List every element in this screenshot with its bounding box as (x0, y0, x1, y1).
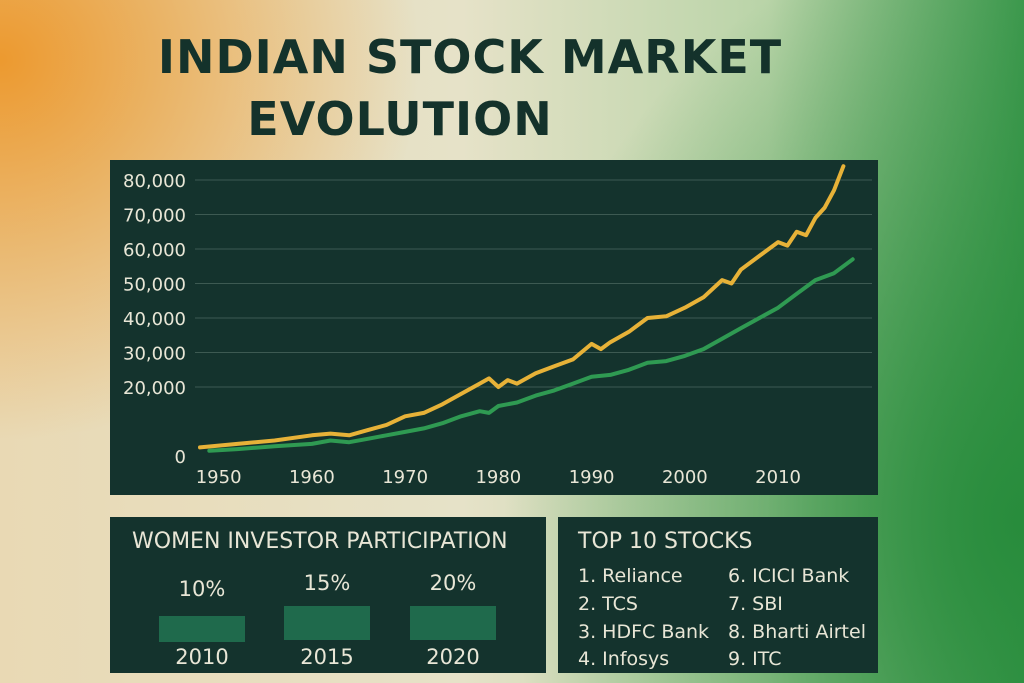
y-tick-label: 40,000 (123, 309, 186, 330)
stock-item: 3. HDFC Bank (578, 621, 710, 643)
y-tick-label: 50,000 (123, 275, 186, 296)
women-participation-heading: WOMEN INVESTOR PARTICIPATION (132, 529, 508, 554)
participation-bar-group: 10% (159, 577, 245, 601)
y-tick-label: 60,000 (123, 240, 186, 261)
series-line-lower (207, 257, 855, 453)
participation-bar (410, 606, 496, 640)
participation-bar-group: 15% (284, 571, 370, 595)
title-line-2: EVOLUTION (247, 92, 553, 146)
y-tick-label: 80,000 (123, 171, 186, 192)
series-line-upper (198, 164, 846, 450)
participation-bar (284, 606, 370, 640)
top-stocks-heading: TOP 10 STOCKS (578, 529, 753, 554)
participation-value-label: 10% (178, 577, 226, 601)
participation-value-label: 20% (429, 571, 477, 595)
stock-item: 9. ITC (728, 648, 782, 670)
stock-item: 8. Bharti Airtel (728, 621, 866, 643)
stock-item: 1. Reliance (578, 565, 683, 587)
main-line-chart: 0 20,000 30,000 40,000 50,000 60,000 70,000 80,… (123, 164, 872, 488)
main-line-chart-panel: 0 20,000 30,000 40,000 50,000 60,000 70,000 80,… (110, 160, 878, 495)
x-tick-label: 1990 (569, 467, 615, 488)
top-stocks-panel: TOP 10 STOCKS 1. Reliance 2. TCS 3. HDFC… (558, 517, 878, 673)
title-line-1: INDIAN STOCK MARKET (157, 30, 783, 84)
participation-bar-group: 20% (410, 571, 496, 595)
participation-year-label: 2015 (300, 645, 354, 669)
y-tick-label: 20,000 (123, 378, 186, 399)
participation-value-label: 15% (303, 571, 351, 595)
stock-item: 4. Infosys (578, 648, 670, 670)
y-tick-label: 30,000 (123, 344, 186, 365)
x-tick-label: 1950 (196, 467, 242, 488)
stock-item: 7. SBI (728, 593, 783, 615)
x-tick-label: 1980 (475, 467, 521, 488)
stock-item: 2. TCS (578, 593, 638, 615)
x-tick-label: 2000 (662, 467, 708, 488)
y-tick-label: 0 (175, 447, 186, 468)
y-tick-label: 70,000 (123, 206, 186, 227)
participation-bar (159, 616, 245, 642)
x-tick-label: 1960 (289, 467, 335, 488)
participation-year-label: 2020 (426, 645, 480, 669)
x-tick-label: 2010 (755, 467, 801, 488)
x-tick-label: 1970 (382, 467, 428, 488)
participation-year-label: 2010 (175, 645, 229, 669)
women-participation-panel: WOMEN INVESTOR PARTICIPATION 10% 15% 20%… (110, 517, 546, 673)
stock-item: 6. ICICI Bank (728, 565, 850, 587)
